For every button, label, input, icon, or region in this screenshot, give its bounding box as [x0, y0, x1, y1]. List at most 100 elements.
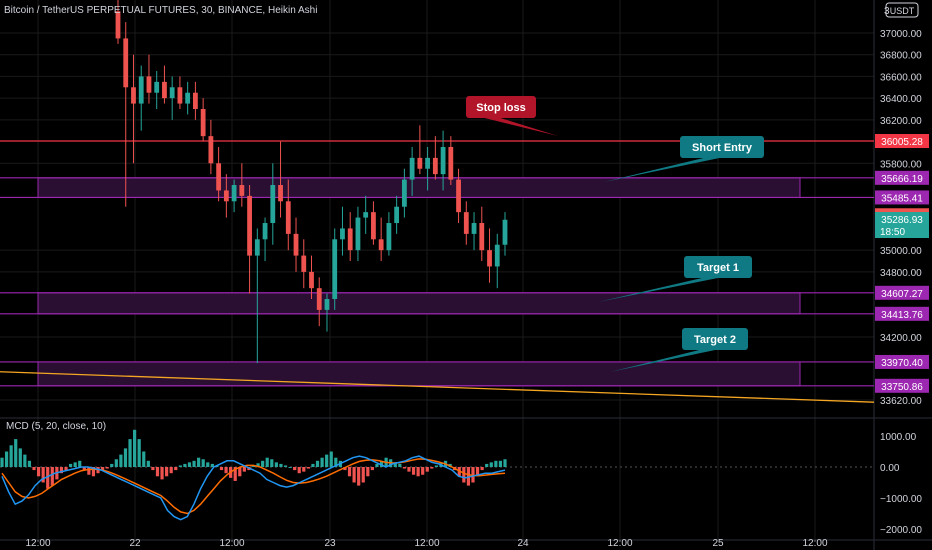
price-tick-label: 37000.00: [880, 29, 922, 40]
zone-box: [37, 361, 801, 387]
candle-body: [216, 163, 222, 191]
price-tag: [875, 170, 929, 185]
candle-body: [293, 233, 299, 256]
callout-box: [684, 256, 752, 278]
macd-histogram-bar: [50, 467, 54, 486]
candle-body: [262, 223, 268, 240]
candle-body: [456, 179, 461, 213]
macd-histogram-bar: [306, 467, 310, 469]
macd-histogram-bar: [110, 463, 114, 467]
callout-label: Target 2: [694, 334, 736, 346]
macd-histogram-bar: [274, 462, 278, 467]
macd-histogram-bar: [23, 454, 27, 467]
macd-histogram-bar: [283, 465, 288, 467]
macd-histogram-bar: [343, 467, 347, 471]
callouts: Stop loss Short Entry Target 1 Target 2: [466, 96, 764, 372]
candle-body: [278, 185, 283, 202]
candle-body: [432, 157, 438, 175]
macd-histogram-bar: [297, 467, 301, 474]
macd-histogram-bar: [114, 459, 118, 467]
callout-label: Stop loss: [476, 102, 526, 114]
price-tag-label: 36005.28: [881, 137, 923, 148]
time-axis[interactable]: 12:00 22 12:00 23 12:00 24 12:00 25 12:00: [0, 538, 932, 549]
macd-histogram-bar: [87, 467, 91, 475]
price-axis[interactable]: 3 37000.00 36800.00 36600.00 36400.00 36200.0…: [875, 6, 929, 536]
price-tick-label: 36200.00: [880, 116, 922, 127]
price-tag: [875, 190, 929, 205]
time-tick-label: 12:00: [802, 538, 827, 549]
time-tick-label: 23: [324, 538, 336, 549]
callout-pointer: [610, 350, 716, 372]
macd-histogram-bar: [146, 460, 150, 467]
macd-histogram-bar: [489, 462, 493, 467]
macd-tick-label: 1000.00: [880, 432, 917, 443]
candle-body: [401, 179, 407, 207]
macd-histogram-bar: [288, 467, 292, 468]
price-tick-label: 35800.00: [880, 159, 922, 170]
macd-histogram-bar: [430, 467, 434, 469]
macd-pane: [0, 429, 874, 521]
price-tag-label: 35286.93: [881, 215, 923, 226]
price-tag: [875, 134, 929, 149]
candle-body: [301, 255, 307, 272]
macd-histogram-bar: [434, 465, 439, 467]
time-tick-label: 24: [517, 538, 529, 549]
candle-body: [254, 239, 260, 256]
candle-body: [193, 92, 198, 110]
macd-histogram-bar: [421, 467, 425, 475]
currency-badge-label: USDT: [890, 6, 915, 16]
macd-line: [1, 455, 506, 521]
macd-histogram-bar: [14, 439, 18, 467]
macd-histogram-bar: [68, 463, 73, 467]
price-tag-label: 34413.76: [881, 310, 923, 321]
price-tick-label: 33620.00: [880, 396, 922, 407]
candle-body: [154, 81, 160, 93]
candle-body: [394, 206, 400, 224]
candle-body: [146, 76, 152, 93]
zone-box: [37, 292, 801, 315]
time-tick-label: 12:00: [219, 538, 244, 549]
macd-histogram-bar: [393, 462, 397, 467]
macd-histogram-bar: [494, 460, 498, 467]
macd-histogram-bar: [183, 463, 187, 467]
candle-body: [425, 157, 430, 169]
macd-histogram-bar: [320, 457, 324, 467]
macd-histogram-bar: [462, 467, 466, 483]
candle-body: [494, 244, 500, 267]
macd-histogram-bar: [416, 467, 420, 477]
candle-body: [487, 250, 492, 267]
price-tag-label: 33970.40: [881, 358, 923, 369]
macd-histogram-bar: [279, 463, 283, 467]
candle-body: [332, 239, 338, 300]
candle-body: [417, 157, 423, 169]
candle-body: [169, 87, 175, 99]
macd-tick-label: −2000.00: [880, 525, 922, 536]
macd-histogram-bar: [64, 467, 68, 471]
macd-histogram-bar: [151, 467, 155, 471]
macd-title: MCD (5, 20, close, 10): [6, 421, 106, 432]
macd-histogram-bar: [224, 467, 228, 474]
time-tick-label: 25: [712, 538, 724, 549]
macd-histogram-bar: [334, 457, 338, 467]
candle-body: [471, 223, 477, 234]
macd-histogram-bar: [160, 467, 164, 480]
candle-body: [247, 195, 252, 256]
macd-histogram-bar: [219, 467, 224, 471]
macd-histogram-bar: [325, 454, 329, 467]
candle-body: [138, 76, 144, 104]
countdown-label: 18:50: [880, 227, 905, 238]
candle-body: [177, 87, 183, 104]
currency-badge[interactable]: USDT: [885, 2, 919, 18]
macd-histogram-bar: [311, 463, 315, 467]
callout-target-1: Target 1: [598, 256, 752, 302]
candle-body: [223, 190, 229, 202]
trendline: [0, 371, 875, 403]
macd-histogram-bar: [59, 467, 64, 474]
candle-body: [285, 201, 291, 234]
callout-target-2: Target 2: [610, 328, 748, 372]
macd-histogram-bar: [407, 467, 411, 472]
callout-box: [466, 96, 536, 118]
macd-histogram-bar: [210, 463, 214, 467]
macd-histogram-bar: [352, 467, 356, 483]
candles: [115, 0, 508, 364]
